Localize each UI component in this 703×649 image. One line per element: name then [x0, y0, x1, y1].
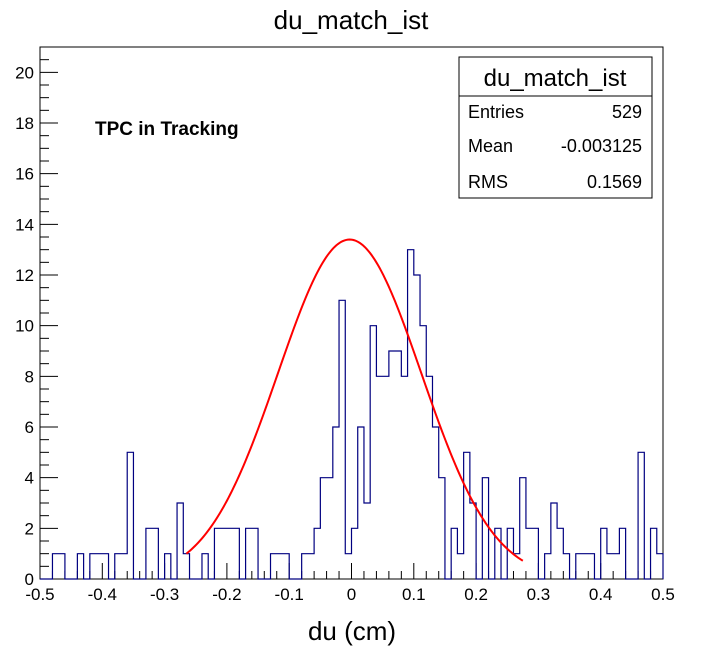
x-tick-label: 0.2 — [464, 585, 488, 604]
x-axis-label: du (cm) — [308, 616, 396, 646]
stats-mean-value: -0.003125 — [561, 136, 642, 156]
x-tick-label: -0.4 — [88, 585, 117, 604]
histogram-series — [40, 249, 664, 580]
stats-title: du_match_ist — [484, 65, 627, 92]
y-tick-label: 4 — [25, 469, 34, 488]
y-tick-label: 6 — [25, 418, 34, 437]
stats-rms-label: RMS — [468, 172, 508, 192]
y-tick-label: 20 — [15, 63, 34, 82]
y-tick-label: 2 — [25, 519, 34, 538]
stats-box-frame — [458, 56, 653, 199]
x-tick-label: -0.3 — [150, 585, 179, 604]
annotation-label: TPC in Tracking — [95, 119, 239, 140]
y-tick-label: 16 — [15, 165, 34, 184]
stats-mean-label: Mean — [468, 136, 513, 156]
gaussian-fit-curve — [185, 238, 524, 562]
chart-title: du_match_ist — [274, 5, 429, 35]
x-tick-label: 0.3 — [527, 585, 551, 604]
stats-entries-label: Entries — [468, 102, 524, 122]
y-tick-label: 12 — [15, 266, 34, 285]
x-tick-label: -0.1 — [275, 585, 304, 604]
x-tick-label: 0.4 — [589, 585, 613, 604]
x-tick-label: 0 — [347, 585, 356, 604]
stats-entries-value: 529 — [612, 102, 642, 122]
y-axis: 0 2 4 6 8 10 12 14 16 18 20 — [15, 46, 58, 589]
x-tick-label: 0.5 — [651, 585, 675, 604]
stats-box: du_match_ist Entries 529 Mean -0.003125 … — [458, 56, 653, 199]
y-tick-label: 8 — [25, 367, 34, 386]
y-tick-label: 14 — [15, 215, 34, 234]
y-tick-label: 10 — [15, 317, 34, 336]
x-tick-label: -0.2 — [212, 585, 241, 604]
x-tick-label: 0.1 — [402, 585, 426, 604]
x-tick-label: -0.5 — [25, 585, 54, 604]
x-axis: -0.5 -0.4 -0.3 -0.2 -0.1 0 0.1 0.2 0.3 0.4 0.5 — [25, 563, 675, 604]
y-tick-label: 0 — [25, 570, 34, 589]
y-tick-label: 18 — [15, 114, 34, 133]
stats-rms-value: 0.1569 — [587, 172, 642, 192]
